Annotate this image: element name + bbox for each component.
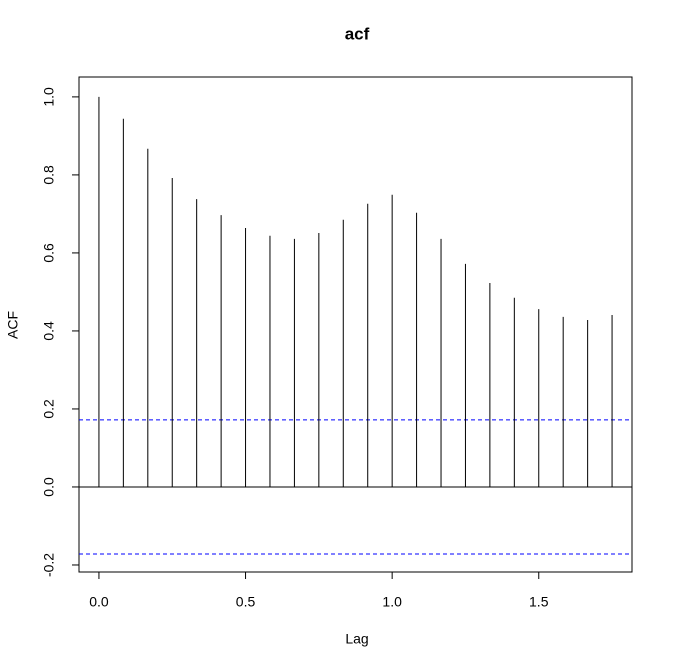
plot-frame	[78, 76, 633, 573]
x-tick-label: 1.0	[382, 594, 402, 610]
x-tick-label: 0.0	[89, 594, 109, 610]
x-axis-label: Lag	[345, 631, 368, 647]
y-tick-label: 0.8	[41, 165, 57, 185]
x-tick-label: 0.5	[236, 594, 256, 610]
y-tick-label: 1.0	[41, 87, 57, 107]
y-tick-label: 0.0	[41, 477, 57, 497]
y-tick-label: 0.4	[41, 321, 57, 341]
y-axis-label: ACF	[5, 311, 21, 339]
chart-title: acf	[345, 24, 370, 43]
y-tick-label: 0.2	[41, 399, 57, 419]
y-tick-label: -0.2	[41, 553, 57, 577]
x-tick-label: 1.5	[529, 594, 549, 610]
y-tick-label: 0.6	[41, 243, 57, 263]
